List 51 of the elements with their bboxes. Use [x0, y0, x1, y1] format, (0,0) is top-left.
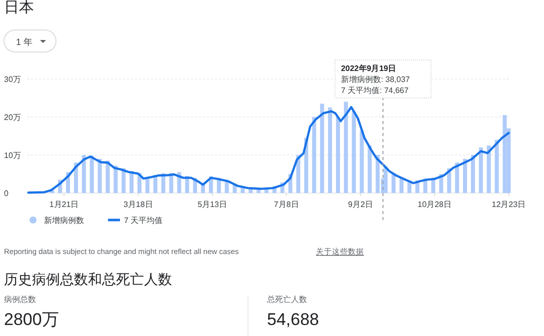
text: 历史病例总数和总死亡人数 — [4, 271, 172, 287]
bar — [407, 182, 412, 193]
x-tick-label: 7月8日 — [274, 200, 299, 209]
annotation: 7 天平均值: 74,667 — [340, 86, 410, 95]
bar — [360, 130, 364, 193]
bar — [352, 111, 356, 193]
line-series — [27, 106, 510, 194]
bar — [122, 168, 126, 193]
x-tick-label: 9月2日 — [348, 200, 373, 209]
bar — [328, 108, 332, 193]
y-tick-label: 10万 — [4, 151, 21, 160]
bar — [312, 117, 316, 193]
bar — [114, 166, 118, 193]
bar — [494, 140, 499, 193]
legend-label: 7 天平均值 — [124, 216, 163, 225]
bar — [470, 155, 475, 193]
y-tick-label: 0 — [4, 189, 9, 198]
bar — [296, 155, 300, 193]
bar — [320, 104, 324, 193]
y-tick-label: 20万 — [4, 113, 21, 122]
x-tick-label: 12月23日 — [492, 200, 526, 209]
text: 总死亡人数 — [266, 295, 307, 304]
bar — [376, 155, 380, 193]
x-tick-label: 5月13日 — [198, 200, 227, 209]
legend-label: 新增病例数 — [44, 216, 84, 225]
bar — [336, 117, 340, 193]
dropdown: 1 年 — [4, 30, 56, 52]
bar — [384, 166, 388, 193]
bar — [82, 155, 86, 193]
bar — [478, 147, 483, 193]
text: 病例总数 — [4, 295, 36, 304]
chart-title: 日本 — [4, 0, 34, 16]
bar — [344, 102, 348, 193]
bar — [90, 156, 94, 193]
bar — [106, 160, 110, 193]
bar — [455, 162, 460, 193]
bar — [486, 146, 491, 193]
x-tick-label: 10月28日 — [418, 200, 452, 209]
bar — [368, 146, 372, 193]
tooltip: 2022年9月19日 新增病例数: 38,037 7 天平均值: 74,667 — [334, 60, 432, 98]
bar — [399, 178, 404, 193]
annotation: 新增病例数: 38,037 — [340, 75, 410, 84]
x-tick-label: 1月21日 — [49, 200, 79, 209]
bar — [98, 158, 102, 193]
bar — [502, 115, 507, 193]
bar — [392, 173, 396, 193]
x-tick-label: 3月18日 — [123, 200, 153, 209]
bar — [463, 158, 468, 193]
text: 54,688 — [267, 310, 319, 329]
text: 2800万 — [4, 310, 59, 329]
y-tick-label: 30万 — [4, 75, 21, 84]
